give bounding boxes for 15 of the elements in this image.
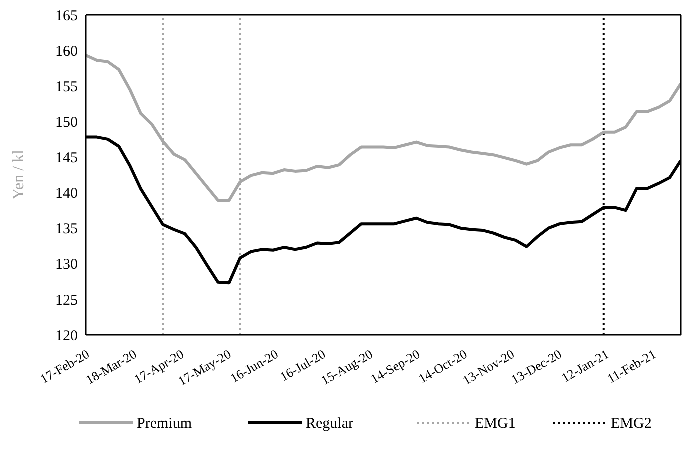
y-tick-label: 120 xyxy=(56,328,78,344)
y-tick-label: 140 xyxy=(56,186,78,202)
legend-label: EMG1 xyxy=(474,416,516,432)
y-tick-label: 145 xyxy=(56,150,78,167)
y-tick-label: 165 xyxy=(56,8,78,24)
y-tick-label: 135 xyxy=(56,222,78,238)
y-tick-label: 150 xyxy=(56,114,78,131)
y-tick-label: 155 xyxy=(56,79,78,96)
y-tick-label: 160 xyxy=(56,44,78,60)
y-axis-title: Yen / kl xyxy=(10,149,28,200)
y-tick-label: 130 xyxy=(56,257,78,274)
y-tick-label: 125 xyxy=(56,292,78,309)
legend-label: Premium xyxy=(136,416,192,432)
legend-label: EMG2 xyxy=(610,416,652,432)
legend-label: Regular xyxy=(306,416,353,432)
